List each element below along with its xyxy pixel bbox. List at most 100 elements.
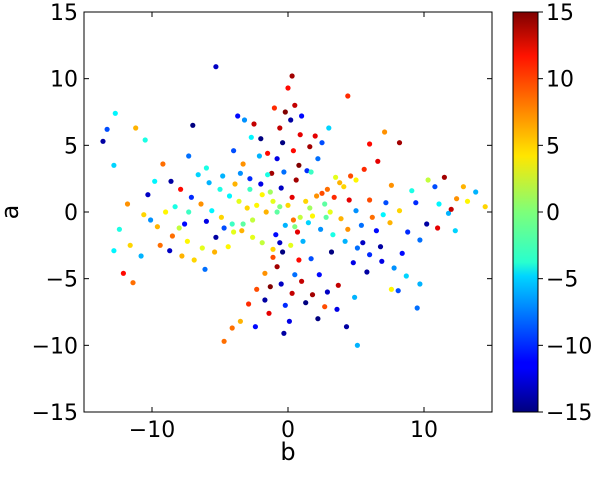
y-tick-label: 0 bbox=[64, 201, 78, 226]
data-point bbox=[436, 201, 442, 207]
data-point bbox=[259, 240, 265, 246]
data-point bbox=[190, 122, 196, 128]
data-point bbox=[337, 180, 343, 186]
data-point bbox=[250, 217, 256, 223]
data-point bbox=[130, 280, 136, 286]
data-point bbox=[387, 220, 393, 226]
data-point bbox=[413, 200, 419, 206]
data-point bbox=[388, 286, 394, 292]
data-point bbox=[293, 177, 299, 183]
data-point bbox=[186, 209, 192, 215]
data-point bbox=[116, 226, 122, 232]
data-point bbox=[300, 238, 306, 244]
data-point bbox=[168, 178, 174, 184]
data-point bbox=[297, 214, 303, 220]
data-point bbox=[441, 174, 447, 180]
data-point bbox=[225, 244, 231, 250]
data-point bbox=[308, 169, 314, 175]
colorbar-tick-label: 5 bbox=[546, 134, 560, 159]
data-point bbox=[202, 266, 208, 272]
data-point bbox=[270, 254, 276, 260]
data-point bbox=[247, 186, 253, 192]
data-point bbox=[375, 158, 381, 164]
data-point bbox=[259, 192, 265, 198]
data-point bbox=[432, 184, 438, 190]
data-point bbox=[383, 200, 389, 206]
data-point bbox=[294, 229, 301, 235]
data-point bbox=[182, 221, 188, 227]
data-point bbox=[120, 270, 126, 276]
colorbar-tick-label: −10 bbox=[546, 334, 592, 359]
x-tick-label: 0 bbox=[281, 418, 295, 443]
data-point bbox=[296, 162, 302, 168]
y-tick-label: 10 bbox=[50, 68, 78, 93]
data-point bbox=[178, 186, 184, 192]
data-point bbox=[308, 256, 314, 262]
colorbar-tick-label: 0 bbox=[546, 201, 560, 226]
data-point bbox=[333, 174, 339, 180]
y-tick-label: −5 bbox=[46, 268, 78, 293]
data-point bbox=[327, 209, 333, 215]
data-point bbox=[445, 210, 452, 216]
data-point bbox=[111, 162, 117, 168]
colorbar-tick-label: −15 bbox=[546, 401, 592, 426]
data-point bbox=[425, 177, 431, 183]
data-point bbox=[315, 316, 321, 322]
data-point bbox=[263, 209, 269, 215]
data-point bbox=[172, 204, 178, 210]
data-point bbox=[274, 209, 280, 215]
y-tick-label: −10 bbox=[32, 334, 78, 359]
x-axis-label: b bbox=[280, 438, 295, 466]
plot-frame bbox=[83, 11, 493, 413]
data-point bbox=[169, 233, 175, 239]
data-point bbox=[361, 166, 367, 172]
data-point bbox=[133, 125, 139, 131]
data-point bbox=[388, 182, 394, 188]
data-point bbox=[111, 248, 117, 254]
data-point bbox=[414, 305, 420, 311]
data-point bbox=[316, 272, 322, 278]
data-point bbox=[405, 229, 411, 235]
data-point bbox=[364, 269, 370, 275]
data-point bbox=[250, 234, 256, 240]
data-point bbox=[184, 238, 190, 244]
data-point bbox=[297, 132, 303, 138]
data-point bbox=[324, 289, 330, 295]
y-axis-ticks: −15 −10 −5 0 5 10 15 bbox=[32, 1, 492, 426]
data-point bbox=[289, 290, 295, 296]
data-point bbox=[330, 232, 336, 238]
data-point bbox=[282, 302, 288, 308]
data-point bbox=[369, 214, 375, 220]
data-point bbox=[239, 228, 245, 234]
data-point bbox=[417, 237, 423, 243]
data-point bbox=[343, 324, 350, 330]
data-point bbox=[258, 181, 264, 187]
data-point bbox=[226, 193, 233, 199]
colorbar-tick-label: 15 bbox=[546, 1, 574, 26]
data-point bbox=[435, 225, 441, 231]
data-point bbox=[199, 245, 205, 251]
data-point bbox=[396, 208, 403, 214]
data-point bbox=[152, 178, 158, 184]
data-point bbox=[282, 109, 288, 115]
data-point bbox=[354, 342, 360, 348]
data-point bbox=[267, 284, 273, 290]
data-point bbox=[127, 242, 133, 248]
data-point bbox=[288, 242, 294, 248]
data-point bbox=[186, 153, 192, 159]
data-point bbox=[318, 226, 324, 232]
x-tick-label: 10 bbox=[410, 418, 438, 443]
data-point bbox=[281, 169, 287, 175]
data-point bbox=[246, 301, 252, 307]
data-point bbox=[271, 105, 277, 111]
data-point bbox=[203, 218, 209, 224]
data-point bbox=[346, 197, 352, 203]
data-point bbox=[353, 177, 359, 183]
data-point bbox=[231, 229, 237, 235]
data-point bbox=[377, 244, 384, 250]
data-point bbox=[403, 273, 409, 279]
data-point bbox=[326, 125, 332, 131]
data-point bbox=[124, 201, 131, 207]
data-point bbox=[167, 248, 173, 254]
data-point bbox=[288, 117, 294, 123]
